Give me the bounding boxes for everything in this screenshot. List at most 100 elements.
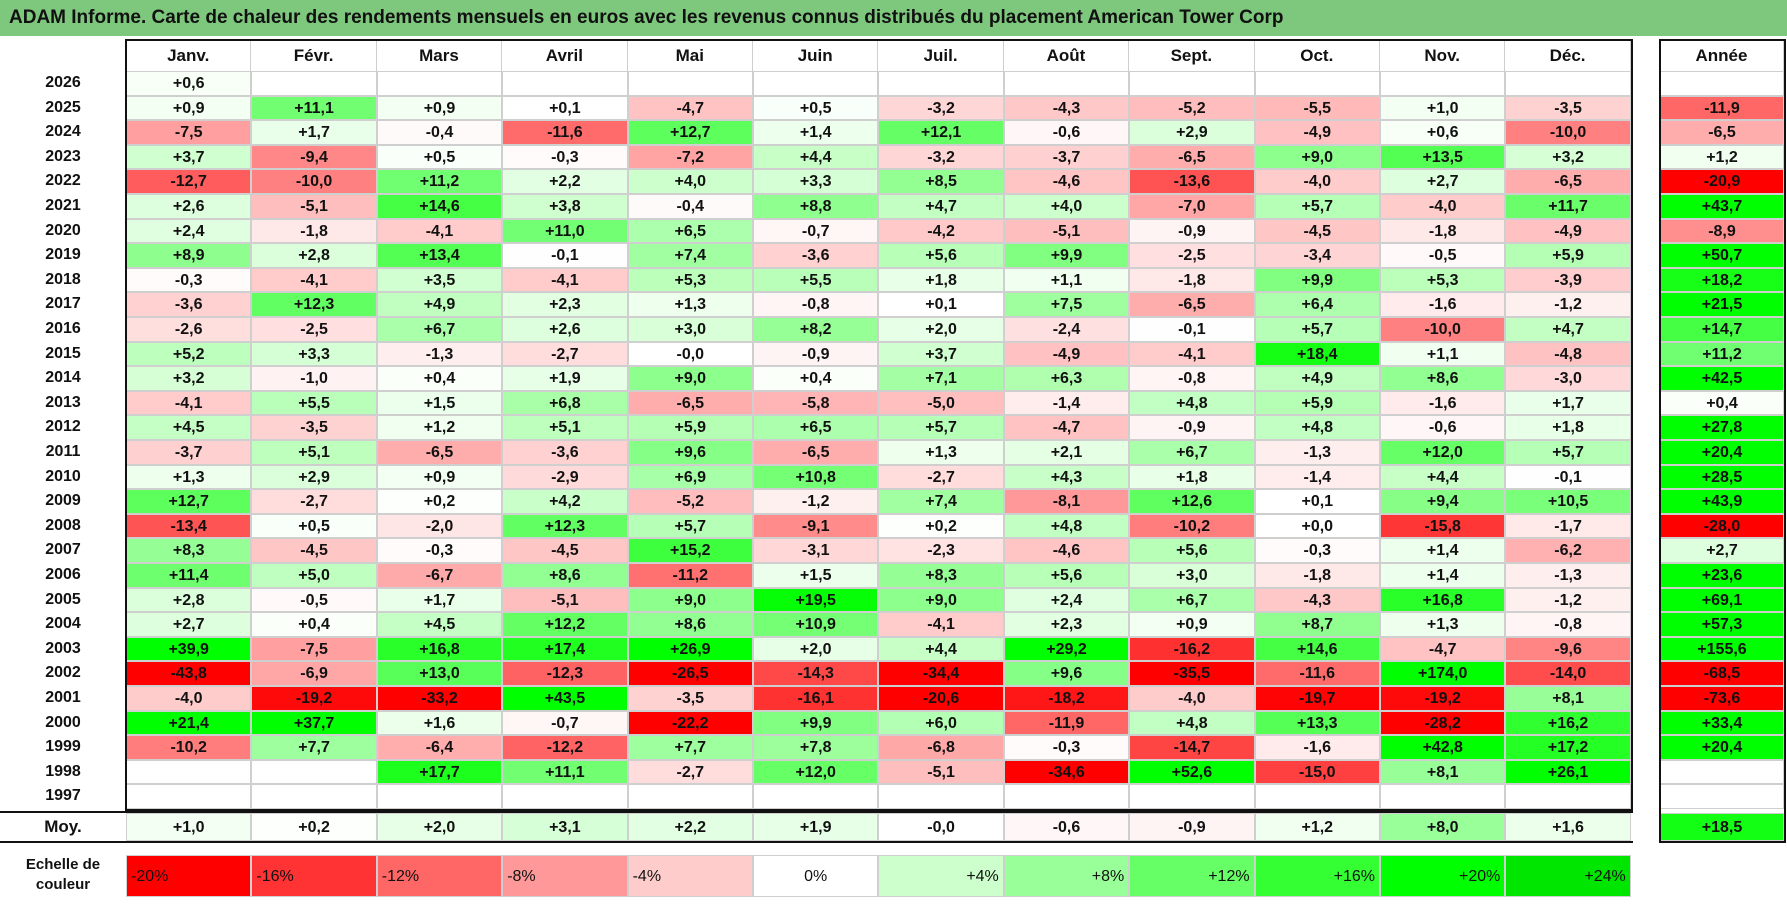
heatmap-cell: -12,7: [126, 169, 252, 194]
heatmap-cell: -0,3: [502, 144, 628, 170]
annual-cell: +33,4: [1660, 710, 1784, 736]
heatmap-cell: -3,5: [627, 686, 753, 711]
heatmap-cell: +15,2: [627, 538, 753, 563]
heatmap-cell: -22,2: [627, 710, 753, 736]
heatmap-cell: +0,2: [878, 513, 1004, 539]
heatmap-cell: +2,6: [502, 317, 628, 342]
heatmap-cell: +1,9: [502, 366, 628, 391]
month-header: Janv.: [126, 41, 252, 71]
heatmap-cell: +5,7: [1254, 194, 1380, 219]
scale-swatch: -8%: [502, 855, 628, 897]
heatmap-cell: +5,9: [627, 415, 753, 440]
heatmap-cell: -9,4: [251, 144, 377, 170]
heatmap-cell: +8,6: [1380, 366, 1506, 391]
scale-swatch: 0%: [753, 855, 879, 897]
heatmap-cell: +0,1: [1254, 489, 1380, 514]
year-label: 2005: [45, 590, 81, 608]
heatmap-cell: +4,4: [878, 636, 1004, 662]
heatmap-cell: -7,5: [251, 636, 377, 662]
scale-swatch: -12%: [376, 855, 503, 897]
heatmap-cell: -3,0: [1505, 366, 1631, 391]
heatmap-cell: -6,4: [376, 735, 503, 760]
heatmap-cell: [1505, 71, 1631, 96]
heatmap-cell: +9,9: [1003, 243, 1130, 268]
heatmap-cell: -1,2: [1505, 587, 1631, 613]
heatmap-cell: -4,5: [502, 538, 628, 563]
heatmap-cell: -2,3: [878, 538, 1004, 563]
heatmap-cell: -0,6: [1003, 120, 1130, 145]
heatmap-cell: +6,0: [878, 710, 1004, 736]
heatmap-cell: -35,5: [1129, 661, 1255, 686]
heatmap-cell: -2,6: [126, 317, 252, 342]
annual-cell: +50,7: [1660, 243, 1784, 268]
heatmap-cell: +0,9: [126, 95, 252, 121]
heatmap-cell: +1,8: [878, 267, 1004, 293]
heatmap-cell: -1,4: [1003, 390, 1130, 416]
heatmap-cell: +9,9: [1254, 267, 1380, 293]
year-label: 2019: [45, 246, 81, 264]
heatmap-cell: -20,6: [878, 686, 1004, 711]
heatmap-cell: -5,0: [878, 390, 1004, 416]
heatmap-cell: -4,7: [1003, 415, 1130, 440]
heatmap-cell: +1,1: [1003, 267, 1130, 293]
heatmap-cell: -4,2: [878, 218, 1004, 244]
heatmap-cell: -0,7: [753, 218, 879, 244]
year-label: 2002: [45, 664, 81, 682]
average-cell: +1,0: [126, 813, 252, 841]
heatmap-cell: +12,7: [126, 489, 252, 514]
heatmap-cell: -3,5: [1505, 95, 1631, 121]
heatmap-cell: +2,4: [1003, 587, 1130, 613]
heatmap-cell: -6,2: [1505, 538, 1631, 563]
heatmap-cell: [753, 71, 879, 96]
heatmap-cell: -3,7: [1003, 144, 1130, 170]
heatmap-cell: -2,7: [502, 341, 628, 367]
annual-cell: +20,4: [1660, 735, 1784, 760]
annual-cell: +43,9: [1660, 489, 1784, 514]
heatmap-cell: -1,8: [1380, 218, 1506, 244]
heatmap-cell: -4,8: [1505, 341, 1631, 367]
heatmap-cell: -7,5: [126, 120, 252, 145]
heatmap-cell: +1,1: [1380, 341, 1506, 367]
heatmap-cell: -2,7: [627, 759, 753, 785]
heatmap-cell: +16,8: [1380, 587, 1506, 613]
heatmap-cell: +1,4: [753, 120, 879, 145]
heatmap-cell: +1,0: [1380, 95, 1506, 121]
heatmap-cell: +5,7: [878, 415, 1004, 440]
heatmap-cell: -0,9: [1129, 218, 1255, 244]
month-header: Févr.: [251, 41, 377, 71]
heatmap-cell: -8,1: [1003, 489, 1130, 514]
annual-cell: -28,0: [1660, 513, 1784, 539]
heatmap-cell: +5,6: [1129, 538, 1255, 563]
month-header: Mai: [628, 41, 753, 71]
annual-cell: +1,2: [1660, 144, 1784, 170]
heatmap-cell: -4,6: [1003, 169, 1130, 194]
heatmap-cell: -26,5: [627, 661, 753, 686]
annual-cell: +18,2: [1660, 267, 1784, 293]
scale-swatch: +4%: [878, 855, 1004, 897]
heatmap-cell: -4,1: [1129, 341, 1255, 367]
heatmap-cell: +12,6: [1129, 489, 1255, 514]
heatmap-cell: +12,3: [502, 513, 628, 539]
heatmap-cell: +11,7: [1505, 194, 1631, 219]
month-header: Sept.: [1129, 41, 1255, 71]
year-label: 2010: [45, 467, 81, 485]
heatmap-cell: -2,7: [878, 464, 1004, 490]
month-header: Août: [1004, 41, 1130, 71]
heatmap-cell: -0,1: [502, 243, 628, 268]
annual-cell: +0,4: [1660, 390, 1784, 416]
heatmap-cell: +1,3: [126, 464, 252, 490]
heatmap-cell: +1,6: [376, 710, 503, 736]
heatmap-cell: +2,1: [1003, 440, 1130, 465]
heatmap-cell: [1254, 784, 1380, 809]
heatmap-cell: +0,2: [376, 489, 503, 514]
average-cell: -0,0: [878, 813, 1004, 841]
heatmap-cell: -2,5: [1129, 243, 1255, 268]
heatmap-cell: +7,7: [627, 735, 753, 760]
heatmap-cell: +2,6: [126, 194, 252, 219]
heatmap-cell: -4,0: [1254, 169, 1380, 194]
annual-cell: -11,9: [1660, 95, 1784, 121]
heatmap-cell: +4,3: [1003, 464, 1130, 490]
heatmap-cell: -5,1: [878, 759, 1004, 785]
heatmap-cell: +1,5: [376, 390, 503, 416]
month-header: Juin: [753, 41, 879, 71]
